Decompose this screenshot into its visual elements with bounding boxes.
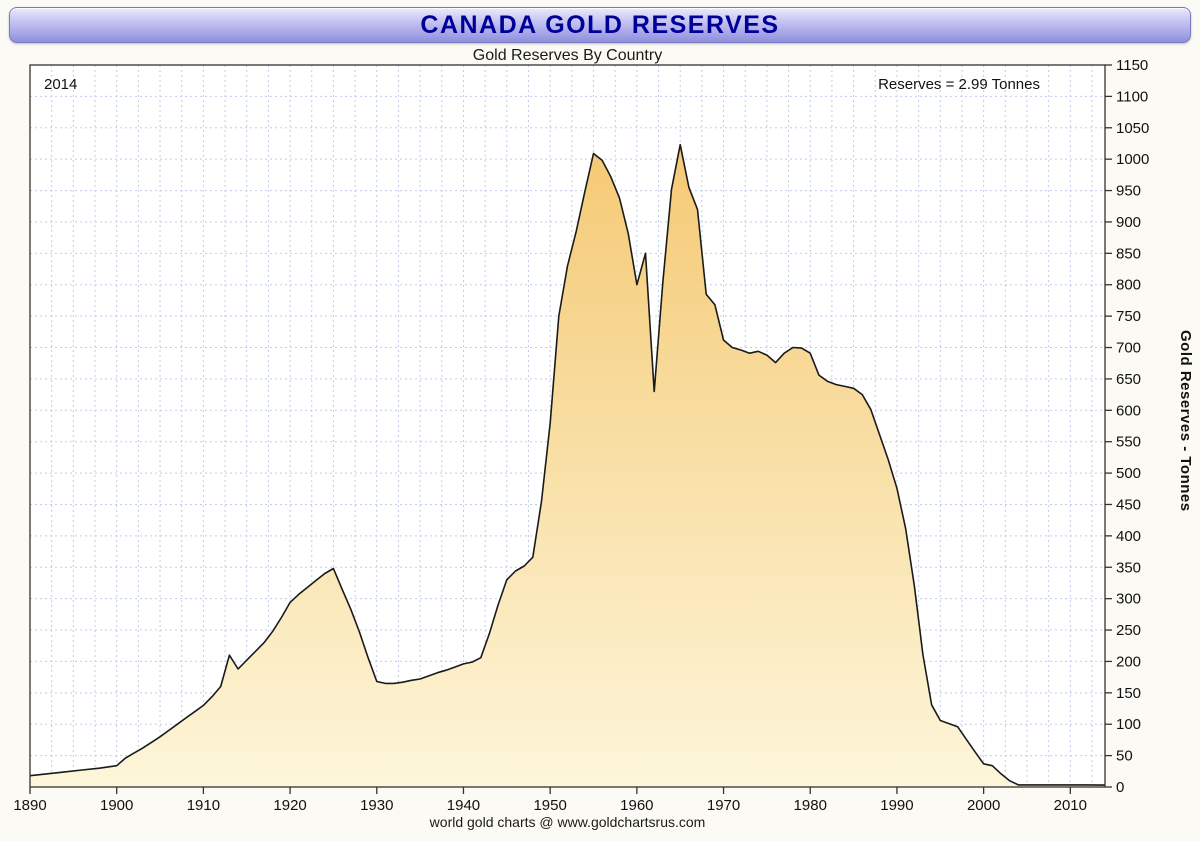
x-tick-label: 1950 <box>533 797 566 814</box>
y-tick-label: 200 <box>1116 653 1141 670</box>
y-tick-label: 100 <box>1116 716 1141 733</box>
y-tick-label: 0 <box>1116 779 1124 796</box>
y-tick-label: 1100 <box>1116 88 1148 105</box>
y-tick-label: 600 <box>1116 402 1141 419</box>
y-tick-label: 800 <box>1116 277 1141 294</box>
current-reserves-annotation: Reserves = 2.99 Tonnes <box>878 76 1040 93</box>
y-tick-label: 750 <box>1116 308 1141 325</box>
y-tick-label: 1050 <box>1116 120 1149 137</box>
y-tick-label: 550 <box>1116 434 1141 451</box>
y-tick-label: 150 <box>1116 685 1141 702</box>
reserves-line <box>29 143 1106 786</box>
y-tick-label: 700 <box>1116 340 1141 357</box>
y-tick-label: 400 <box>1116 528 1141 545</box>
x-tick-label: 1920 <box>273 797 306 814</box>
reserves-area-fill <box>30 144 1105 787</box>
y-tick-label: 850 <box>1116 245 1141 262</box>
x-axis-ticks: 1890 1900 1910 1920 1930 1940 1950 1960 1970 1980… <box>13 787 1087 814</box>
y-tick-label: 50 <box>1116 748 1133 765</box>
chart-source-footer: world gold charts @ www.goldchartsrus.co… <box>429 814 706 830</box>
x-tick-label: 1910 <box>187 797 220 814</box>
y-tick-label: 300 <box>1116 591 1141 608</box>
y-axis-title: Gold Reserves - Tonnes <box>1177 330 1194 512</box>
x-tick-label: 1890 <box>13 797 46 814</box>
current-year-annotation: 2014 <box>44 76 78 93</box>
x-tick-label: 1930 <box>360 797 393 814</box>
x-tick-label: 1980 <box>794 797 827 814</box>
y-tick-label: 450 <box>1116 496 1141 513</box>
x-tick-label: 2010 <box>1054 797 1087 814</box>
y-tick-label: 1000 <box>1116 151 1149 168</box>
y-tick-label: 1150 <box>1116 57 1148 74</box>
x-tick-label: 1970 <box>707 797 740 814</box>
title-banner: CANADA GOLD RESERVES <box>9 7 1191 43</box>
x-tick-label: 2000 <box>967 797 1000 814</box>
x-tick-label: 1940 <box>447 797 480 814</box>
y-axis-ticks: 0 50 100 150 200 250 300 350 400 450 500 550 600 650 7… <box>1105 57 1149 796</box>
y-tick-label: 250 <box>1116 622 1141 639</box>
y-tick-label: 650 <box>1116 371 1141 388</box>
y-tick-label: 950 <box>1116 183 1141 200</box>
x-tick-label: 1990 <box>880 797 913 814</box>
y-tick-label: 500 <box>1116 465 1141 482</box>
chart-subtitle: Gold Reserves By Country <box>472 47 663 64</box>
y-tick-label: 900 <box>1116 214 1141 231</box>
plot-frame <box>29 64 1106 788</box>
y-tick-label: 350 <box>1116 559 1141 576</box>
x-tick-label: 1960 <box>620 797 653 814</box>
x-tick-label: 1900 <box>100 797 133 814</box>
page-title: CANADA GOLD RESERVES <box>420 10 780 39</box>
